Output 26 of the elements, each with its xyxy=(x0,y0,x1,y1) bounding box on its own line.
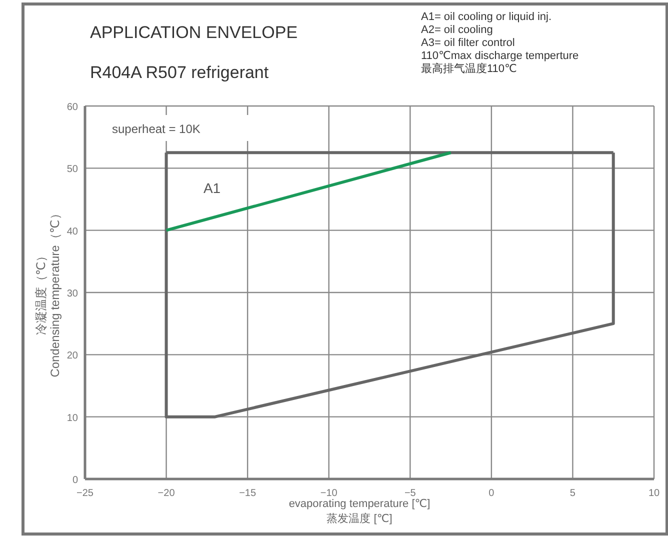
x-tick-label: −10 xyxy=(320,488,338,499)
text: A2= oil cooling xyxy=(421,24,493,36)
x-axis-title: evaporating temperature [℃] 蒸发温度 [℃] xyxy=(288,498,430,525)
annotation: A1 xyxy=(203,180,221,196)
y-tick-label: 0 xyxy=(72,475,78,486)
x-tick-label: −20 xyxy=(158,488,176,499)
x-tick-label: 5 xyxy=(570,488,576,499)
x-tick-label: −15 xyxy=(239,488,256,499)
x-tick-label: −25 xyxy=(76,488,94,499)
text: 最高排气温度110℃ xyxy=(421,62,517,75)
y-tick-label: 60 xyxy=(66,102,78,113)
y-tick-label: 20 xyxy=(66,350,78,362)
chart-subtitle: R404A R507 refrigerant xyxy=(90,63,269,82)
text: A3= oil filter control xyxy=(421,37,515,49)
annotation: superheat = 10K xyxy=(112,122,200,136)
chart-title: APPLICATION ENVELOPE xyxy=(90,23,298,42)
y-axis-title: 冷凝温度（℃） Condensing temperature（℃） xyxy=(34,208,62,378)
x-tick-label: −5 xyxy=(404,488,416,499)
text: A1= oil cooling or liquid inj. xyxy=(421,11,552,23)
y-tick-label: 50 xyxy=(66,164,78,176)
y-tick-label: 10 xyxy=(66,412,78,424)
x-tick-label: 0 xyxy=(488,488,495,499)
text: 110℃max discharge temperture xyxy=(421,50,579,62)
y-tick-label: 40 xyxy=(66,226,78,238)
x-tick-label: 10 xyxy=(648,488,660,499)
y-tick-label: 30 xyxy=(66,288,78,300)
